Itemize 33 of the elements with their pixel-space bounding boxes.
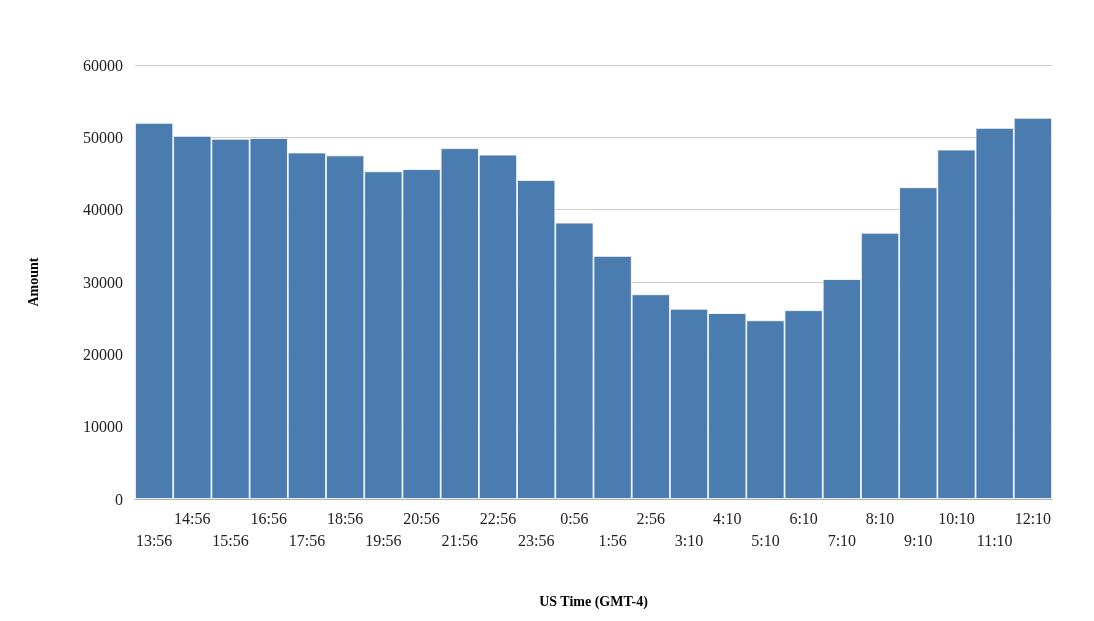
x-tick-label: 23:56 <box>517 531 555 549</box>
x-tick-label: 3:10 <box>674 531 704 549</box>
y-tick-label: 30000 <box>83 273 123 291</box>
x-tick-label: 18:56 <box>326 509 364 527</box>
x-tick-label: 19:56 <box>365 531 402 549</box>
x-tick-label: 4:10 <box>713 509 742 527</box>
x-tick-label: 10:10 <box>938 509 975 527</box>
x-tick-label: 14:56 <box>174 509 211 527</box>
x-tick-label: 21:56 <box>441 531 478 549</box>
x-tick-label: 22:56 <box>479 509 517 527</box>
y-tick-label: 60000 <box>83 56 123 74</box>
y-tick-label: 10000 <box>83 418 123 436</box>
y-axis-title: Amount <box>25 257 41 307</box>
x-tick-label: 12:10 <box>1014 509 1052 527</box>
x-tick-label: 13:56 <box>135 531 173 549</box>
y-tick-label: 20000 <box>83 345 123 363</box>
x-tick-label: 6:10 <box>789 509 818 527</box>
x-tick-label: 7:10 <box>827 531 857 549</box>
x-tick-label: 8:10 <box>865 509 895 527</box>
x-tick-label: 20:56 <box>403 509 440 527</box>
x-tick-label: 2:56 <box>636 509 666 527</box>
x-tick-label: 16:56 <box>250 509 287 527</box>
x-tick-label: 5:10 <box>751 531 780 549</box>
x-tick-label: 1:56 <box>598 531 627 549</box>
x-axis-title: US Time (GMT-4) <box>539 593 649 610</box>
y-tick-label: 0 <box>115 490 123 508</box>
x-tick-label: 0:56 <box>560 509 589 527</box>
x-tick-label: 11:10 <box>976 531 1013 549</box>
y-tick-label: 50000 <box>83 128 123 146</box>
x-tick-label: 9:10 <box>904 531 933 549</box>
x-tick-label: 15:56 <box>212 531 249 549</box>
y-tick-label: 40000 <box>83 201 123 219</box>
x-tick-label: 17:56 <box>288 531 326 549</box>
